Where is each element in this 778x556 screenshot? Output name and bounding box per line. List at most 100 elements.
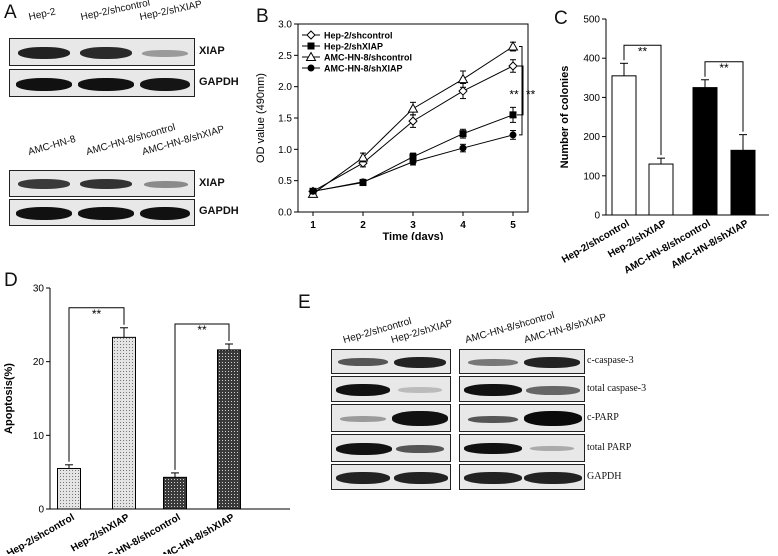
panel-a-bottom-gapdh-blot [9,199,195,226]
y-tick-label: 0 [38,505,44,516]
y-tick-label: 100 [583,171,600,182]
blot-band [144,181,188,188]
blot-band [398,387,442,393]
chart-d-bar-chart: 0102030Apoptosis(%)Hep-2/shcontrolHep-2/… [3,284,290,554]
panel-c-letter: C [554,8,568,29]
bar [112,336,136,510]
chart-b-line-chart: 0.0 0.5 1.0 1.5 2.0 2.5 3.0 1 2 3 4 5 Time (days) OD … [255,20,536,240]
panel-a-letter: A [4,2,17,23]
y-tick-label: 400 [583,54,600,65]
panel-e-letter: E [298,292,311,313]
blot-band [524,472,582,484]
data-point [509,131,517,139]
blot-band [468,416,518,423]
blot-band [18,47,70,59]
data-point [458,86,468,96]
significance-label: ** [92,307,102,321]
blot-band [524,357,580,368]
significance-label: ** [526,88,536,102]
panel-e-right-c-parp-blot [459,404,585,432]
series-line-3 [309,130,517,195]
y-tick-label: 10 [33,431,45,442]
x-tick-label: 4 [460,220,466,231]
blot-band [464,472,522,484]
blot-band [80,47,132,59]
blot-band [16,207,72,220]
data-point [507,41,519,51]
blot-band [142,50,188,57]
panel-e-left-c-parp-blot [331,404,451,432]
blot-band [18,179,70,189]
blot-band [524,411,582,426]
x-tick-label: Hep-2/shcontrol [5,512,77,554]
data-point [357,151,369,162]
panel-e-left-c-caspase3-blot [331,349,451,374]
x-axis-label: Time (days) [383,231,444,240]
bar [692,87,718,216]
legend-label: Hep-2/shXIAP [324,42,383,52]
panel-a-bottom-xiap-label: XIAP [199,177,225,189]
panel-e-total-caspase3-label: total caspase-3 [587,383,647,394]
y-tick-label: 200 [583,132,600,143]
y-tick-label: 0.0 [278,208,292,219]
panel-a-top-gapdh-label: GAPDH [199,76,239,88]
panel-a-top-xiap-label: XIAP [199,45,225,57]
data-point [508,61,518,71]
significance-bracket [174,323,230,470]
significance-bracket [704,61,744,132]
bar [648,163,674,216]
data-point [409,153,417,161]
panel-e-c-parp-label: c-PARP [587,412,619,423]
legend-label: Hep-2/shcontrol [324,31,393,41]
blot-band [530,446,574,451]
blot-band [394,472,448,484]
data-point [359,178,367,186]
legend-label: AMC-HN-8/shcontrol [324,53,412,63]
y-tick-label: 0.5 [278,176,292,187]
significance-bracket [68,307,125,462]
y-tick-label: 300 [583,93,600,104]
blot-band [396,445,444,453]
significance-label: ** [719,61,729,75]
blot-band [526,386,580,395]
bar [611,75,637,216]
significance-bracket [517,65,524,116]
data-point [306,30,316,40]
panel-e-total-parp-label: total PARP [587,442,632,453]
x-tick-label: 5 [510,220,516,231]
data-point [409,158,417,166]
blot-band [140,207,190,220]
x-tick-label: 1 [310,220,316,231]
y-tick-label: 20 [33,357,45,368]
blot-band [336,384,390,396]
data-point [309,187,317,195]
blot-band [78,207,134,220]
y-tick-label: 3.0 [278,20,292,31]
panel-e-right-total-caspase3-blot [459,376,585,402]
blot-band [464,384,522,396]
panel-e-left-total-caspase3-blot [331,376,451,402]
panel-e-left-total-parp-blot [331,434,451,462]
blot-band [140,78,190,91]
x-tick-label: 3 [410,220,416,231]
y-tick-label: 30 [33,284,45,295]
data-point [509,111,517,119]
blot-band [394,357,446,368]
legend-label: AMC-HN-8/shXIAP [324,64,403,74]
significance-label: ** [197,323,207,337]
panel-b-letter: B [256,6,269,27]
panel-e-right-total-parp-blot [459,434,585,462]
y-tick-label: 1.0 [278,145,292,156]
data-point [307,42,315,50]
data-point [305,51,317,61]
significance-bracket [519,46,523,136]
blot-band [336,472,390,484]
y-tick-label: 2.0 [278,82,292,93]
panel-a-top-gapdh-blot [9,69,195,97]
panel-e-right-gapdh-blot [459,464,585,490]
significance-label: ** [638,44,648,58]
panel-a-bottom-xiap-blot [9,170,195,197]
panel-d-letter: D [4,270,18,291]
data-point [457,73,469,84]
